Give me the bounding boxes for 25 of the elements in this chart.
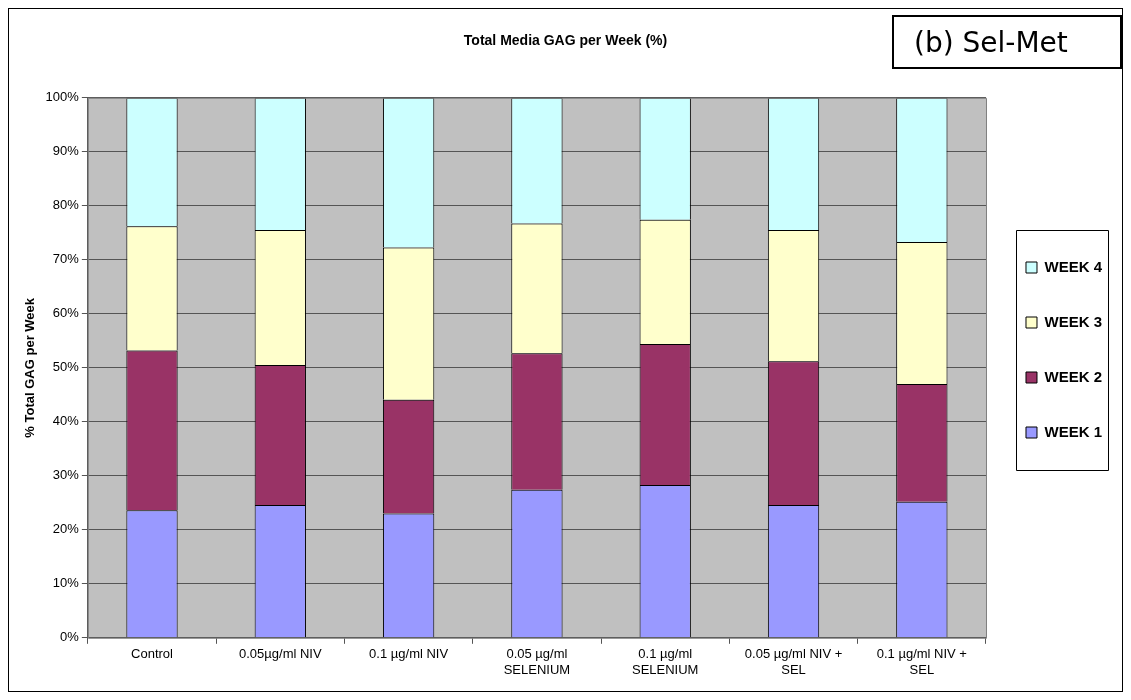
x-tick-label: 0.05 µg/ml SELENIUM bbox=[503, 646, 571, 677]
y-tick-label: 70% bbox=[52, 251, 80, 267]
x-tick-label: 0.1 µg/ml NIV + SEL bbox=[876, 646, 967, 677]
x-tick-label: 0.1 µg/ml SELENIUM bbox=[631, 646, 699, 677]
y-tick-label: 0% bbox=[60, 629, 80, 645]
legend-label: WEEK 2 bbox=[1044, 367, 1103, 385]
y-tick-label: 60% bbox=[52, 305, 80, 321]
y-tick-label: 30% bbox=[52, 467, 80, 483]
x-tick-label: 0.05 µg/ml NIV + SEL bbox=[744, 646, 843, 677]
text: (b) Sel-Met bbox=[892, 15, 1122, 69]
y-tick-label: 90% bbox=[52, 143, 80, 159]
legend-label: WEEK 4 bbox=[1044, 257, 1103, 275]
x-tick-label: Control bbox=[131, 646, 174, 662]
y-tick-label: 50% bbox=[52, 359, 80, 375]
chart-title: Total Media GAG per Week (%) bbox=[463, 32, 668, 49]
y-tick-label: 10% bbox=[52, 575, 80, 591]
y-tick-label: 80% bbox=[52, 197, 80, 213]
legend-label: WEEK 3 bbox=[1044, 312, 1103, 330]
y-tick-label: 100% bbox=[45, 89, 80, 105]
y-tick-label: 20% bbox=[52, 521, 80, 537]
x-tick-label: 0.1 µg/ml NIV bbox=[369, 646, 449, 662]
legend-label: WEEK 1 bbox=[1044, 422, 1103, 440]
x-tick-label: 0.05µg/ml NIV bbox=[238, 646, 322, 662]
y-axis-title: % Total GAG per Week bbox=[22, 297, 38, 438]
y-tick-label: 40% bbox=[52, 413, 80, 429]
